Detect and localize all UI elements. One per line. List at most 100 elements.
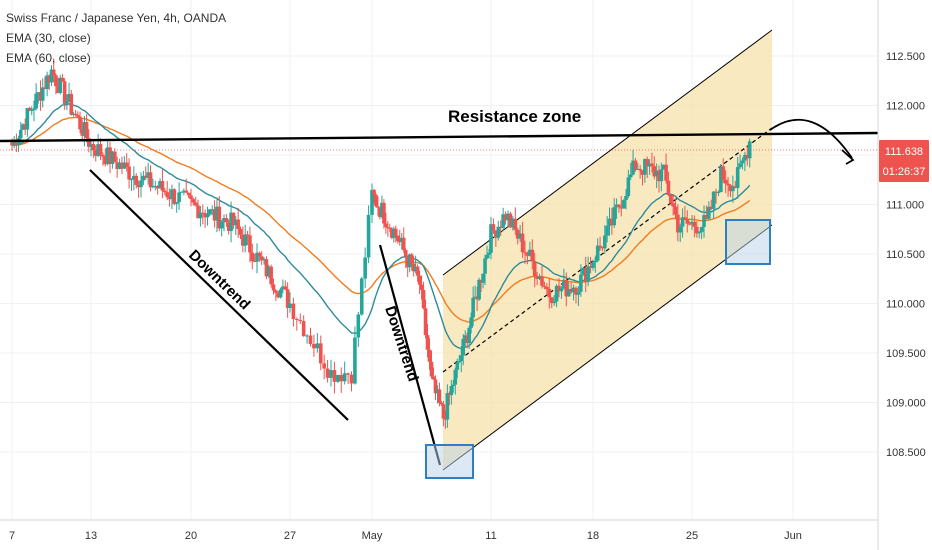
- candle-body: [184, 190, 189, 193]
- candle-body: [49, 69, 54, 83]
- candle-body: [353, 337, 357, 384]
- candle-body: [491, 224, 496, 231]
- candle-body: [671, 203, 675, 207]
- candle-body: [245, 234, 250, 236]
- candle-body: [411, 263, 416, 272]
- candle-body: [233, 219, 238, 226]
- candle-body: [399, 237, 404, 242]
- candle-body: [600, 246, 605, 249]
- candle-body: [513, 218, 518, 230]
- candle-body: [36, 92, 41, 94]
- candle-body: [593, 260, 598, 263]
- candle-body: [661, 164, 666, 170]
- candle-body: [34, 93, 38, 109]
- candle-body: [390, 228, 394, 238]
- candle-body: [65, 100, 69, 104]
- candle-body: [626, 177, 631, 196]
- legend-ema-30[interactable]: EMA (30, close): [6, 31, 91, 45]
- price-tick-label: 112.000: [886, 101, 925, 113]
- candle-body: [668, 194, 673, 204]
- candle-body: [607, 218, 612, 226]
- candle-body: [621, 200, 626, 209]
- candle-body: [395, 235, 400, 241]
- candle-body: [719, 166, 723, 193]
- candle-body: [108, 147, 112, 164]
- candle-body: [714, 191, 718, 193]
- candle-body: [695, 226, 699, 234]
- candle-body: [363, 257, 367, 279]
- candle-body: [325, 368, 330, 378]
- candle-body: [60, 77, 65, 82]
- candle-body: [610, 218, 614, 226]
- candle-body: [236, 219, 240, 229]
- candle-body: [69, 93, 74, 115]
- candle-body: [664, 164, 668, 181]
- candle-body: [217, 206, 222, 229]
- candle-body: [477, 279, 481, 300]
- candle-body: [356, 314, 361, 338]
- candle-body: [455, 362, 460, 370]
- price-axis-background: [878, 0, 932, 550]
- time-axis-ticks: 7 13 20 27 May 11 18 25 Jun: [9, 530, 802, 542]
- price-tick-label: 110.000: [886, 299, 925, 311]
- candle-body: [511, 218, 515, 228]
- candle-body: [301, 321, 306, 337]
- candle-body: [557, 285, 561, 292]
- candle-body: [101, 154, 105, 157]
- candle-body: [721, 166, 726, 180]
- candle-body: [449, 385, 454, 396]
- candle-body: [58, 77, 63, 94]
- resistance-line: [0, 131, 879, 143]
- candle-body: [427, 349, 432, 362]
- candle-body: [200, 212, 205, 214]
- candle-body: [89, 144, 93, 147]
- time-tick-label: Jun: [784, 530, 802, 542]
- resistance-label: Resistance zone: [448, 107, 581, 126]
- candle-body: [238, 228, 243, 235]
- candle-body: [219, 221, 224, 229]
- chart-title: Swiss Franc / Japanese Yen, 4h, OANDA: [6, 11, 227, 25]
- candle-body: [552, 301, 556, 304]
- candle-body: [692, 221, 697, 227]
- candle-body: [73, 113, 78, 116]
- candle-body: [697, 232, 702, 234]
- candle-body: [540, 276, 544, 286]
- candle-body: [252, 261, 257, 263]
- ema-60-series: [11, 116, 751, 323]
- candle-body: [122, 162, 127, 169]
- candle-body: [394, 228, 398, 236]
- candle-body: [421, 290, 426, 309]
- candle-body: [579, 274, 583, 292]
- candle-body: [487, 252, 491, 255]
- candle-body: [376, 206, 380, 208]
- candle-body: [43, 87, 47, 89]
- candle-body: [586, 266, 590, 282]
- candle-body: [431, 376, 436, 380]
- candle-body: [659, 169, 664, 182]
- projection-arrow-head: [841, 149, 855, 165]
- candle-body: [614, 204, 619, 208]
- candle-body: [115, 162, 119, 169]
- candle-body: [598, 245, 602, 247]
- candle-body: [189, 195, 193, 200]
- candle-body: [308, 335, 313, 345]
- candle-body: [143, 175, 148, 178]
- candle-body: [113, 151, 117, 163]
- candle-body: [699, 226, 704, 233]
- candle-body: [10, 140, 14, 146]
- candle-body: [711, 191, 716, 209]
- candle-body: [738, 163, 742, 168]
- legend-ema-60[interactable]: EMA (60, close): [6, 51, 91, 65]
- candle-body: [47, 75, 52, 83]
- last-price-badge: [879, 140, 929, 182]
- candle-body: [27, 107, 32, 111]
- candle-body: [429, 361, 434, 377]
- candle-body: [155, 186, 160, 189]
- candle-body: [496, 226, 501, 238]
- candle-body: [67, 93, 71, 101]
- candle-body: [332, 370, 337, 382]
- candle-body: [329, 370, 333, 378]
- candle-body: [624, 195, 628, 201]
- time-tick-label: 27: [284, 530, 296, 542]
